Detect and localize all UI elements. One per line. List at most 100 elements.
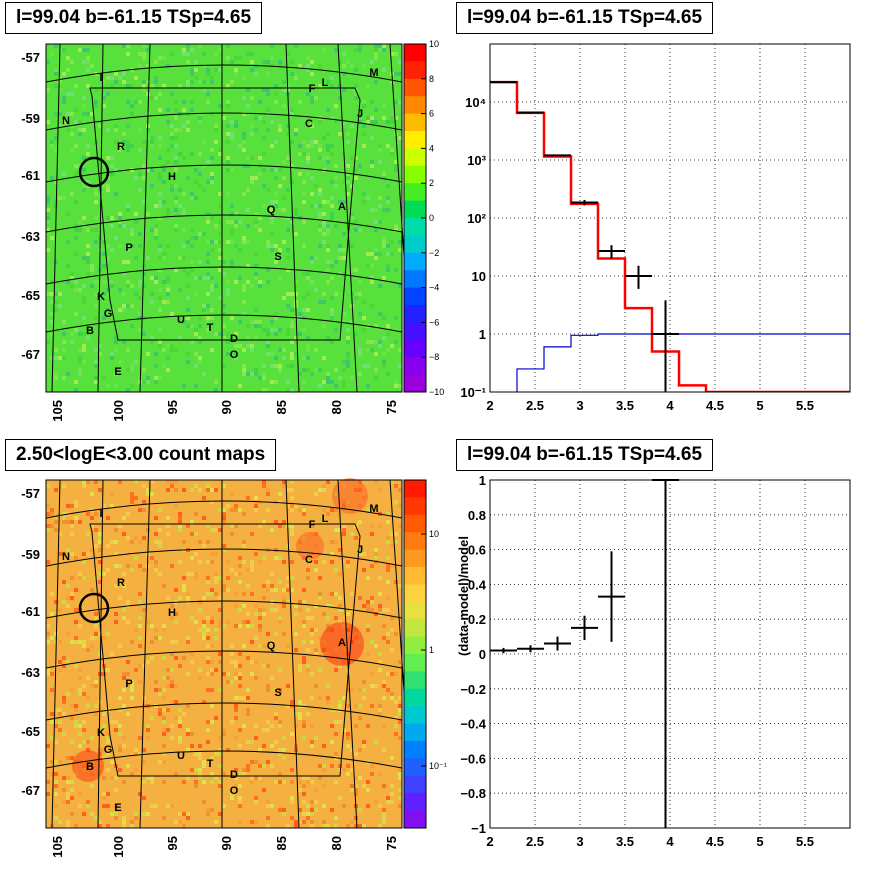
map-pixel <box>286 248 290 252</box>
map-pixel <box>322 200 326 204</box>
map-pixel <box>398 100 402 104</box>
map-pixel <box>354 752 358 756</box>
map-pixel <box>158 508 162 512</box>
map-pixel <box>382 360 386 364</box>
map-pixel <box>150 276 154 280</box>
map-pixel <box>370 340 374 344</box>
map-pixel <box>326 232 330 236</box>
map-pixel <box>342 368 346 372</box>
map-pixel <box>246 696 250 700</box>
map-pixel <box>386 120 390 124</box>
map-pixel <box>226 288 230 292</box>
map-pixel <box>70 92 74 96</box>
map-pixel <box>150 624 154 628</box>
map-pixel <box>82 96 86 100</box>
map-pixel <box>154 60 158 64</box>
map-pixel <box>198 120 202 124</box>
map-pixel <box>270 364 274 368</box>
map-pixel <box>130 304 134 308</box>
map-pixel <box>286 584 290 588</box>
map-pixel <box>314 288 318 292</box>
map-pixel <box>66 632 70 636</box>
map-pixel <box>294 232 298 236</box>
map-pixel <box>218 764 222 768</box>
map-pixel <box>370 116 374 120</box>
map-pixel <box>58 608 62 612</box>
map-pixel <box>78 804 82 808</box>
map-pixel <box>358 120 362 124</box>
map-pixel <box>146 728 150 732</box>
map-pixel <box>334 732 338 736</box>
map-pixel <box>246 620 250 624</box>
map-pixel <box>74 172 78 176</box>
map-pixel <box>194 332 198 336</box>
map-pixel <box>186 176 190 180</box>
map-pixel <box>362 740 366 744</box>
map-pixel <box>238 728 242 732</box>
map-pixel <box>226 352 230 356</box>
map-pixel <box>242 348 246 352</box>
map-pixel <box>110 776 114 780</box>
map-pixel <box>166 668 170 672</box>
map-pixel <box>242 136 246 140</box>
map-pixel <box>74 824 78 828</box>
map-pixel <box>318 188 322 192</box>
map-pixel <box>78 576 82 580</box>
map-pixel <box>322 324 326 328</box>
bright-region <box>296 532 324 560</box>
map-pixel <box>174 820 178 824</box>
map-pixel <box>98 548 102 552</box>
map-pixel <box>154 560 158 564</box>
map-pixel <box>346 744 350 748</box>
map-pixel <box>278 688 282 692</box>
map-pixel <box>110 720 114 724</box>
map-pixel <box>138 564 142 568</box>
map-pixel <box>154 224 158 228</box>
map-pixel <box>386 540 390 544</box>
map-pixel <box>130 684 134 688</box>
map-pixel <box>394 672 398 676</box>
map-pixel <box>274 84 278 88</box>
map-pixel <box>342 200 346 204</box>
map-pixel <box>178 188 182 192</box>
map-pixel <box>326 380 330 384</box>
map-pixel <box>158 544 162 548</box>
map-pixel <box>254 612 258 616</box>
map-pixel <box>194 292 198 296</box>
map-pixel <box>190 72 194 76</box>
map-pixel <box>206 660 210 664</box>
map-pixel <box>250 68 254 72</box>
map-pixel <box>290 524 294 528</box>
map-pixel <box>282 756 286 760</box>
map-pixel <box>270 120 274 124</box>
source-label-P: P <box>125 678 132 690</box>
map-pixel <box>290 60 294 64</box>
map-pixel <box>86 512 90 516</box>
map-pixel <box>226 220 230 224</box>
map-pixel <box>198 744 202 748</box>
map-xtick-label: 90 <box>219 400 234 414</box>
map-pixel <box>330 308 334 312</box>
map-pixel <box>398 248 402 252</box>
map-pixel <box>306 780 310 784</box>
map-pixel <box>302 220 306 224</box>
map-pixel <box>166 64 170 68</box>
map-pixel <box>390 120 394 124</box>
map-pixel <box>386 556 390 560</box>
map-pixel <box>298 780 302 784</box>
map-pixel <box>90 284 94 288</box>
map-pixel <box>326 248 330 252</box>
map-pixel <box>310 256 314 260</box>
map-pixel <box>174 144 178 148</box>
map-pixel <box>366 624 370 628</box>
map-pixel <box>114 528 118 532</box>
map-pixel <box>354 792 358 796</box>
source-label-M: M <box>369 503 378 515</box>
map-pixel <box>274 316 278 320</box>
map-pixel <box>290 164 294 168</box>
map-pixel <box>54 308 58 312</box>
map-pixel <box>130 112 134 116</box>
parallel-line <box>45 164 403 183</box>
map-pixel <box>118 148 122 152</box>
map-pixel <box>234 68 238 72</box>
